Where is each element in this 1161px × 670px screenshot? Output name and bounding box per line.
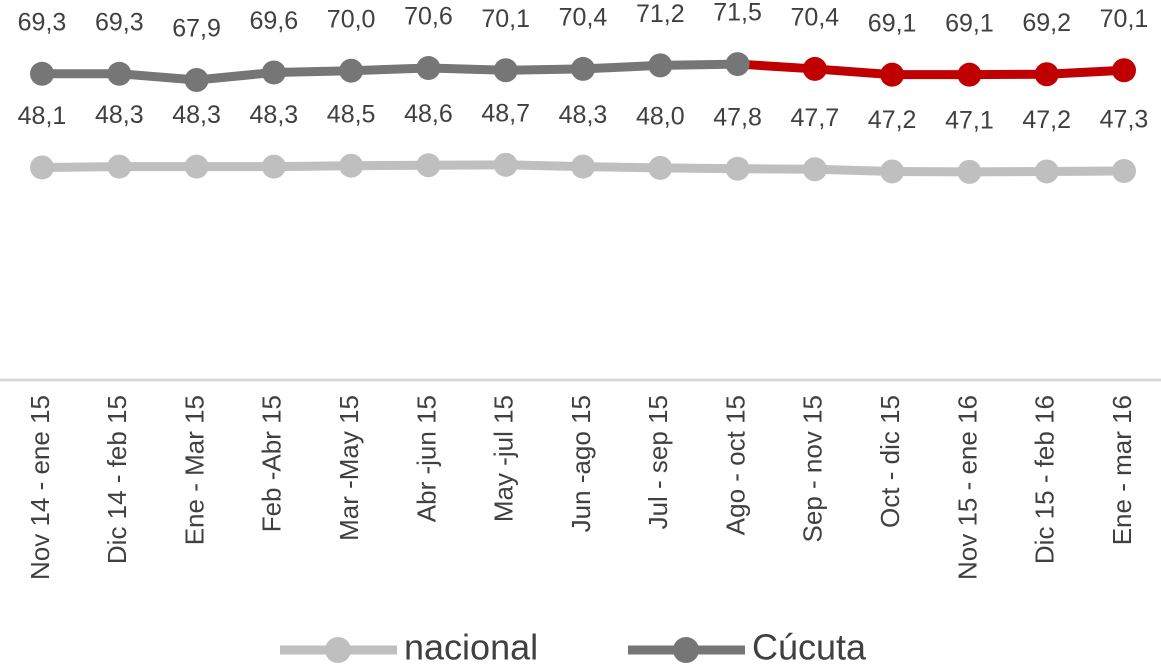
marker (648, 53, 673, 78)
legend-marker (325, 637, 351, 663)
x-tick-label: Ene - mar 16 (1107, 395, 1137, 545)
data-label: 47,8 (713, 103, 762, 131)
x-tick-label: Nov 15 - ene 16 (952, 395, 982, 580)
data-label: 48,7 (481, 99, 530, 127)
marker (416, 153, 441, 178)
x-tick-label: Jul - sep 15 (643, 395, 673, 529)
line-segment (582, 162, 661, 173)
line-segment (505, 160, 584, 172)
data-label: 69,3 (18, 8, 67, 36)
data-label: 47,1 (945, 106, 994, 134)
data-label: 48,3 (95, 101, 144, 129)
x-tick-label: Sep - nov 15 (798, 395, 828, 542)
marker (30, 155, 54, 180)
line-segment (273, 66, 352, 77)
line-segment (1046, 65, 1125, 79)
data-label: 69,3 (95, 8, 144, 36)
marker (493, 152, 518, 177)
marker (957, 62, 982, 87)
x-tick-label: Abr -jun 15 (411, 395, 441, 522)
marker (30, 61, 54, 86)
marker (184, 154, 209, 179)
data-label: 70,1 (481, 5, 530, 33)
x-tick-label: Jun -ago 15 (566, 395, 596, 532)
data-label: 71,2 (636, 0, 685, 28)
data-label: 71,5 (713, 0, 762, 27)
legend-label: Cúcuta (752, 627, 867, 668)
marker (416, 56, 441, 81)
data-label: 47,2 (1022, 106, 1071, 134)
data-label: 69,1 (945, 9, 994, 37)
marker (1034, 159, 1059, 184)
line-segment (428, 63, 506, 75)
data-label: 48,6 (404, 100, 453, 128)
marker (802, 56, 827, 81)
data-label: 48,5 (327, 100, 376, 128)
x-tick-label: Dic 15 - feb 16 (1030, 395, 1060, 564)
data-label: 47,7 (791, 104, 840, 132)
x-tick-label: Mar -May 15 (334, 395, 364, 541)
line-segment (814, 164, 893, 176)
line-segment (41, 162, 120, 172)
x-tick-label: Oct - dic 15 (875, 395, 905, 528)
x-tick-label: Dic 14 - feb 15 (102, 395, 132, 564)
marker (880, 62, 905, 87)
legend-marker (673, 637, 699, 663)
marker (261, 154, 286, 179)
data-label: 48,0 (636, 103, 685, 131)
line-segment (814, 64, 893, 80)
marker (571, 56, 595, 81)
data-label: 70,1 (1100, 5, 1149, 33)
marker (648, 155, 673, 180)
data-label: 48,1 (18, 102, 67, 130)
data-label: 70,6 (404, 3, 453, 31)
data-label: 48,3 (559, 101, 608, 129)
x-tick-label: Feb -Abr 15 (257, 395, 287, 532)
data-label: 70,4 (559, 4, 608, 32)
legend-label: nacional (404, 627, 538, 668)
line-segment (660, 163, 738, 174)
marker (957, 159, 982, 184)
data-label: 48,3 (172, 101, 221, 129)
marker (725, 156, 750, 181)
data-label: 70,0 (327, 5, 376, 33)
marker (184, 67, 209, 92)
data-label: 69,2 (1022, 9, 1071, 37)
marker (261, 60, 286, 85)
x-tick-label: Ene - Mar 15 (179, 395, 209, 545)
marker (1112, 58, 1136, 83)
marker (571, 154, 595, 179)
marker (802, 157, 827, 182)
x-tick-label: Ago - oct 15 (720, 395, 750, 535)
line-segment (350, 63, 429, 76)
marker (339, 153, 364, 178)
line-segment (582, 60, 661, 74)
line-segment (273, 161, 352, 172)
marker (339, 58, 364, 83)
marker (1034, 62, 1059, 87)
data-label: 70,4 (791, 4, 840, 32)
line-segment (505, 64, 584, 75)
line-segment (118, 69, 197, 85)
marker (107, 61, 132, 86)
marker (493, 58, 518, 83)
line-segment (660, 59, 738, 70)
marker (725, 52, 750, 77)
line-segment (737, 59, 816, 74)
data-label: 48,3 (250, 101, 299, 129)
data-label: 69,1 (868, 9, 917, 37)
data-label: 69,6 (250, 7, 299, 35)
line-segment (196, 67, 275, 85)
data-label: 47,2 (868, 106, 917, 134)
x-tick-label: Nov 14 - ene 15 (25, 395, 55, 580)
x-tick-label: May -jul 15 (489, 395, 519, 522)
data-label: 67,9 (172, 15, 221, 43)
marker (1112, 159, 1136, 183)
marker (880, 159, 905, 184)
marker (107, 154, 132, 179)
data-label: 47,3 (1100, 106, 1149, 134)
